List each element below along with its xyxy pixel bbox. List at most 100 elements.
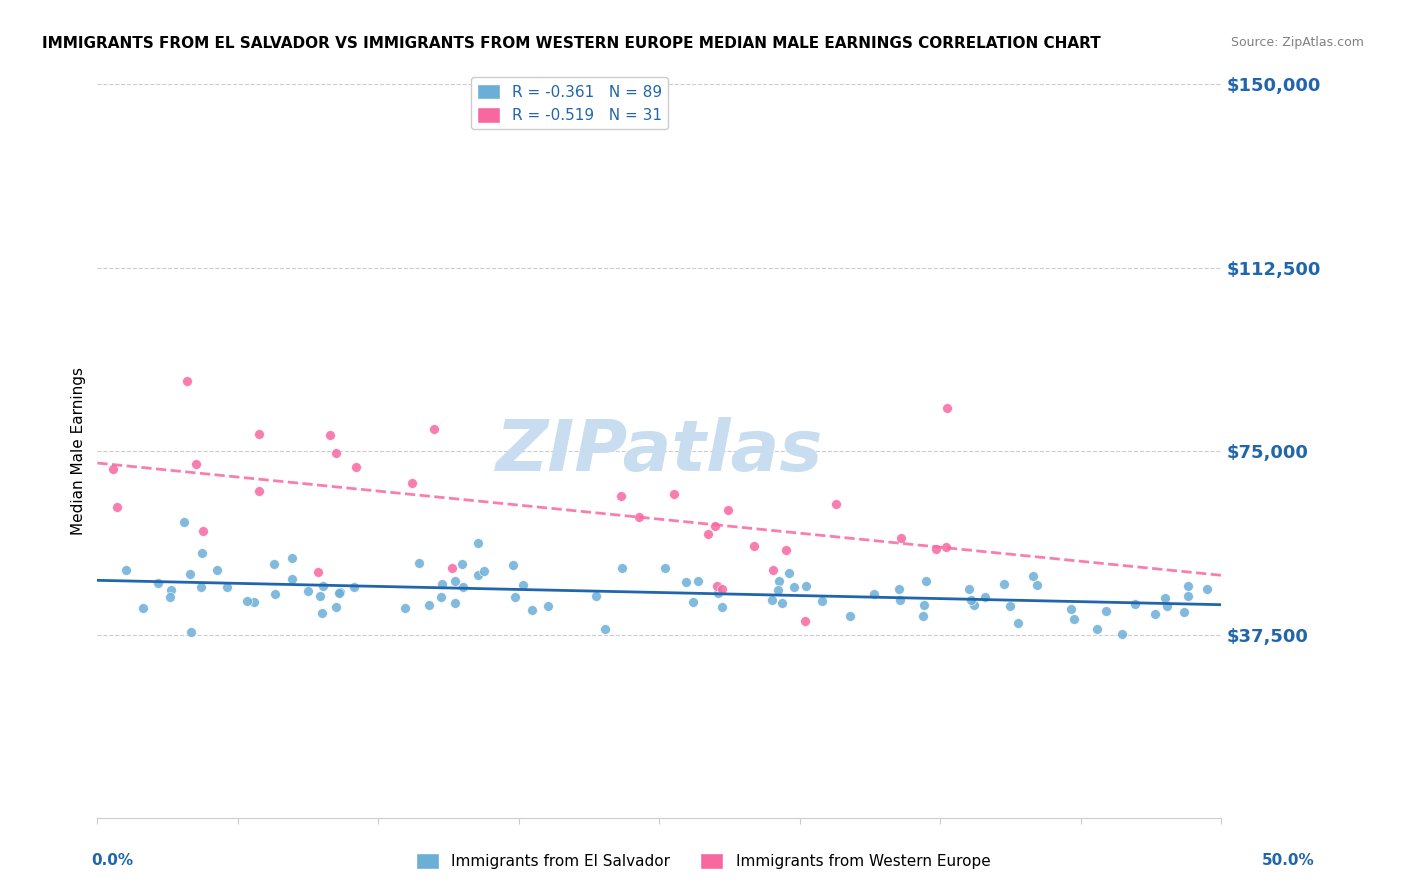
Point	[236, 594, 259, 608]
Point	[309, 589, 332, 603]
Point	[1085, 622, 1108, 636]
Point	[993, 577, 1015, 591]
Text: 0.0%: 0.0%	[91, 854, 134, 868]
Text: 50.0%: 50.0%	[1261, 854, 1315, 868]
Point	[451, 558, 474, 572]
Point	[935, 540, 957, 554]
Point	[768, 582, 790, 597]
Point	[329, 585, 352, 599]
Point	[159, 590, 181, 604]
Point	[911, 608, 934, 623]
Point	[394, 600, 416, 615]
Point	[423, 422, 446, 436]
Point	[1195, 582, 1218, 596]
Point	[325, 600, 347, 615]
Point	[796, 579, 818, 593]
Point	[312, 579, 335, 593]
Point	[717, 502, 740, 516]
Point	[451, 580, 474, 594]
Point	[401, 476, 423, 491]
Point	[173, 515, 195, 529]
Point	[184, 457, 207, 471]
Point	[444, 597, 467, 611]
Point	[263, 557, 285, 571]
Point	[280, 551, 302, 566]
Point	[146, 576, 169, 591]
Point	[794, 614, 817, 628]
Point	[297, 584, 319, 599]
Point	[1022, 568, 1045, 582]
Point	[686, 574, 709, 588]
Point	[440, 561, 463, 575]
Point	[264, 587, 287, 601]
Point	[131, 601, 153, 615]
Text: ZIPatlas: ZIPatlas	[496, 417, 823, 485]
Point	[467, 536, 489, 550]
Point	[762, 563, 785, 577]
Point	[328, 586, 350, 600]
Point	[115, 563, 138, 577]
Point	[1025, 578, 1047, 592]
Point	[711, 582, 734, 596]
Point	[207, 563, 229, 577]
Point	[1063, 612, 1085, 626]
Point	[612, 560, 634, 574]
Point	[217, 580, 239, 594]
Point	[179, 566, 201, 581]
Point	[811, 593, 834, 607]
Point	[825, 497, 848, 511]
Y-axis label: Median Male Earnings: Median Male Earnings	[72, 368, 86, 535]
Point	[537, 599, 560, 613]
Point	[429, 590, 451, 604]
Point	[190, 580, 212, 594]
Point	[770, 596, 793, 610]
Point	[778, 566, 800, 580]
Point	[103, 462, 125, 476]
Point	[1143, 607, 1166, 622]
Point	[887, 582, 910, 596]
Point	[1125, 597, 1147, 611]
Point	[344, 460, 367, 475]
Point	[761, 593, 783, 607]
Point	[675, 574, 697, 589]
Point	[963, 598, 986, 612]
Point	[703, 519, 725, 533]
Point	[319, 427, 342, 442]
Point	[247, 426, 270, 441]
Point	[193, 524, 215, 538]
Point	[609, 489, 631, 503]
Point	[664, 487, 686, 501]
Point	[627, 510, 650, 524]
Point	[783, 580, 806, 594]
Point	[176, 374, 198, 388]
Point	[973, 590, 995, 604]
Point	[936, 401, 959, 415]
Point	[191, 545, 214, 559]
Point	[311, 607, 333, 621]
Point	[682, 595, 704, 609]
Point	[105, 500, 128, 514]
Point	[1059, 601, 1081, 615]
Point	[472, 564, 495, 578]
Point	[503, 591, 526, 605]
Point	[243, 595, 266, 609]
Point	[502, 558, 524, 572]
Point	[585, 589, 607, 603]
Point	[959, 592, 981, 607]
Point	[706, 586, 728, 600]
Point	[1173, 605, 1195, 619]
Point	[418, 598, 440, 612]
Point	[430, 577, 453, 591]
Point	[180, 624, 202, 639]
Point	[1156, 599, 1178, 613]
Point	[1007, 616, 1029, 631]
Point	[467, 568, 489, 582]
Point	[280, 573, 302, 587]
Point	[742, 539, 765, 553]
Point	[889, 592, 911, 607]
Point	[925, 542, 948, 557]
Point	[768, 574, 790, 589]
Point	[247, 483, 270, 498]
Point	[1154, 591, 1177, 605]
Point	[593, 622, 616, 636]
